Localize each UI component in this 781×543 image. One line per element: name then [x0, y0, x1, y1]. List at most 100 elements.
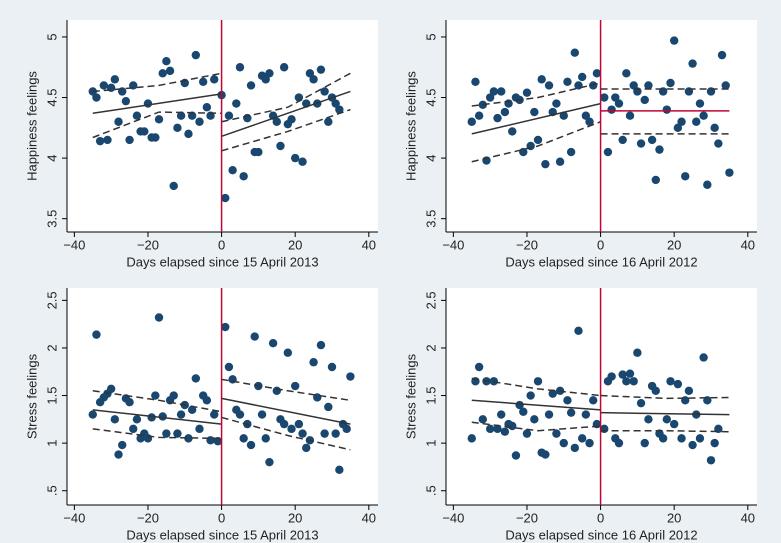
data-point	[552, 99, 561, 108]
data-point	[290, 381, 300, 391]
y-axis-label: Happiness feelings	[24, 71, 39, 181]
x-axis-label: Days elapsed since 16 April 2012	[505, 254, 697, 269]
x-tick-label: 0	[597, 237, 604, 252]
data-point	[272, 117, 281, 126]
data-point	[485, 93, 495, 102]
data-point	[243, 113, 252, 123]
data-point	[721, 81, 730, 90]
x-tick-label: −20	[516, 510, 538, 525]
data-point	[173, 123, 182, 133]
data-point	[629, 81, 638, 90]
data-point	[544, 81, 554, 90]
data-point	[695, 434, 705, 443]
data-point	[287, 424, 296, 434]
data-point	[324, 117, 333, 126]
data-point	[335, 465, 344, 474]
fit-line	[92, 93, 222, 115]
data-point	[151, 133, 160, 142]
data-point	[607, 372, 616, 381]
data-point	[611, 93, 620, 102]
x-tick-label: 40	[741, 510, 755, 525]
data-point	[622, 69, 631, 78]
data-point	[235, 63, 245, 72]
data-point	[684, 386, 694, 395]
data-point	[169, 181, 178, 191]
fit-line	[221, 397, 351, 425]
data-point	[485, 424, 495, 434]
data-point	[125, 135, 134, 145]
data-point	[636, 398, 646, 408]
confidence-band	[92, 390, 222, 413]
data-point	[699, 111, 708, 120]
x-tick-label: 20	[288, 510, 302, 525]
confidence-band	[221, 108, 351, 152]
fit-line	[92, 409, 222, 425]
y-tick-label: 4.5	[44, 88, 59, 106]
data-point	[497, 410, 506, 419]
data-point	[331, 429, 340, 438]
data-point	[298, 429, 307, 438]
plot-area	[67, 288, 378, 505]
data-point	[162, 429, 171, 438]
data-point	[688, 440, 697, 450]
y-tick-label: 2	[423, 344, 438, 351]
y-tick-label: 4	[44, 154, 59, 161]
x-axis-label: Days elapsed since 15 April 2013	[126, 254, 318, 269]
data-point	[173, 429, 182, 438]
data-point	[530, 107, 539, 117]
data-point	[651, 386, 660, 395]
data-point	[151, 391, 160, 400]
data-point	[537, 75, 546, 84]
y-tick-label: 1	[423, 440, 438, 447]
data-point	[614, 99, 624, 108]
data-point	[221, 322, 230, 332]
data-point	[294, 419, 304, 429]
x-tick-label: 40	[741, 237, 755, 252]
data-point	[125, 398, 134, 407]
data-point	[471, 77, 480, 86]
data-point	[158, 412, 167, 421]
data-point	[261, 434, 270, 443]
data-point	[92, 93, 101, 102]
data-point	[316, 340, 326, 350]
y-tick-label: 5	[423, 33, 438, 40]
data-point	[681, 396, 690, 405]
data-point	[570, 48, 580, 57]
data-point	[681, 172, 690, 181]
confidence-band	[471, 377, 601, 397]
data-point	[662, 415, 672, 424]
data-point	[191, 374, 201, 383]
data-point	[548, 389, 557, 398]
data-point	[187, 405, 197, 415]
data-point	[710, 438, 719, 448]
data-point	[232, 99, 241, 108]
data-point	[154, 313, 164, 322]
data-point	[191, 50, 201, 60]
x-tick-label: 0	[218, 510, 225, 525]
data-point	[563, 77, 572, 86]
data-point	[662, 105, 672, 114]
data-point	[147, 413, 156, 422]
x-tick-label: −20	[137, 237, 159, 252]
data-point	[265, 457, 274, 467]
x-axis-label: Days elapsed since 16 April 2012	[505, 527, 697, 542]
data-point	[669, 36, 679, 45]
data-point	[566, 147, 576, 157]
data-point	[324, 402, 333, 412]
data-point	[585, 117, 594, 126]
data-point	[246, 440, 256, 450]
data-point	[121, 96, 131, 106]
data-point	[221, 193, 230, 203]
data-point	[268, 339, 278, 348]
confidence-band	[600, 394, 730, 400]
data-point	[592, 69, 602, 78]
y-tick-label: .5	[44, 485, 59, 496]
plot-area	[446, 288, 757, 505]
data-point	[677, 117, 686, 126]
data-point	[625, 111, 635, 120]
data-point	[129, 424, 138, 434]
confidence-band	[221, 72, 351, 123]
data-point	[184, 434, 193, 443]
data-point	[618, 135, 627, 145]
